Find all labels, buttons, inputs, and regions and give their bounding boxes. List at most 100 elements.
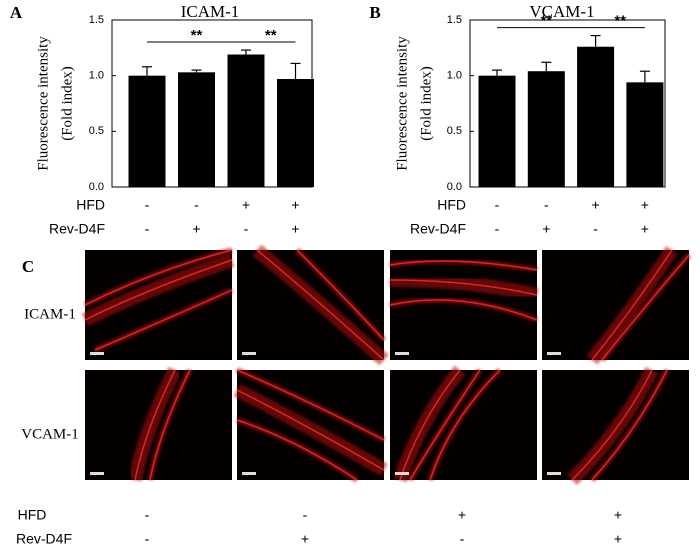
vessel-edge: [256, 249, 385, 361]
vessel-edge: [134, 369, 176, 481]
y-tick-label: 1.0: [447, 70, 462, 82]
vessel-edge: [94, 289, 233, 351]
treatment-sign: -: [544, 197, 549, 213]
bar: [527, 71, 565, 187]
treatment-sign: +: [614, 507, 622, 523]
y-tick-label: 1.0: [89, 70, 104, 82]
treatment-sign: -: [145, 197, 150, 213]
treatment-sign: -: [145, 531, 150, 547]
bar: [277, 79, 314, 187]
treatment-sign: -: [593, 221, 598, 237]
treatment-sign: +: [592, 197, 600, 213]
y-axis-label: Fluorescence intensity: [394, 36, 410, 171]
plot-frame: [469, 19, 666, 188]
scale-bar: [90, 472, 104, 475]
treatment-sign: -: [194, 197, 199, 213]
row-label: ICAM-1: [24, 306, 76, 322]
treatment-sign: -: [145, 507, 150, 523]
micrograph: [542, 246, 692, 365]
y-tick-label: 1.5: [89, 14, 104, 26]
treatment-sign: +: [291, 221, 299, 237]
scale-bar: [395, 352, 409, 355]
scale-bar: [395, 472, 409, 475]
vessel-edge: [296, 249, 385, 341]
scale-bar: [242, 472, 256, 475]
treatment-sign: +: [542, 221, 550, 237]
significance-label: **: [191, 27, 203, 44]
vessel-edge: [149, 369, 191, 481]
y-axis-label: (Fold index): [418, 66, 434, 141]
vessel-edge: [591, 249, 673, 361]
treatment-sign: -: [495, 221, 500, 237]
micrograph: [85, 366, 232, 482]
treatment-sign: -: [303, 507, 308, 523]
y-tick-label: 0.0: [447, 181, 462, 193]
scale-bar: [547, 472, 561, 475]
treatment-sign: +: [641, 221, 649, 237]
treatment-sign: +: [242, 197, 250, 213]
bar: [128, 75, 166, 187]
micrograph-background: [390, 370, 537, 480]
vessel-edge: [409, 369, 481, 481]
bar: [478, 75, 516, 187]
vessel-edge: [84, 249, 233, 306]
treatment-sign: +: [614, 531, 622, 547]
treatment-name: Rev-D4F: [49, 221, 105, 237]
plot-frame: [111, 19, 313, 188]
bar: [178, 72, 215, 187]
vessel-edge: [84, 259, 233, 321]
row-label: VCAM-1: [21, 426, 79, 442]
panel-label: B: [369, 3, 380, 22]
treatment-sign: -: [495, 197, 500, 213]
micrograph: [233, 367, 388, 483]
treatment-name: HFD: [76, 197, 105, 213]
vessel-edge: [236, 419, 358, 481]
treatment-sign: -: [244, 221, 249, 237]
y-tick-label: 0.5: [89, 125, 104, 137]
vessel-edge: [571, 369, 653, 481]
panel-label: A: [10, 3, 23, 22]
micrograph: [237, 244, 389, 366]
vessel-edge: [591, 369, 668, 481]
panel-label: C: [22, 257, 34, 276]
micrograph: [390, 365, 537, 483]
scale-bar: [90, 352, 104, 355]
bar: [227, 54, 265, 187]
chart-title: ICAM-1: [181, 2, 240, 21]
y-axis-label: (Fold index): [59, 66, 75, 141]
y-tick-label: 1.5: [447, 14, 462, 26]
treatment-sign: +: [458, 507, 466, 523]
treatment-sign: +: [192, 221, 200, 237]
significance-label: **: [265, 27, 277, 44]
treatment-name: HFD: [437, 197, 466, 213]
significance-label: **: [614, 13, 626, 30]
vessel-edge: [236, 389, 385, 471]
vessel-edge: [601, 254, 690, 361]
treatment-sign: -: [145, 221, 150, 237]
scale-bar: [547, 352, 561, 355]
y-axis-label: Fluorescence intensity: [35, 36, 51, 171]
treatment-sign: +: [301, 531, 309, 547]
vessel-edge: [399, 369, 461, 481]
y-tick-label: 0.0: [89, 181, 104, 193]
treatment-sign: +: [641, 197, 649, 213]
vessel-edge: [389, 260, 538, 271]
scale-bar: [242, 352, 256, 355]
micrograph: [81, 247, 235, 360]
y-tick-label: 0.5: [447, 125, 462, 137]
treatment-name: Rev-D4F: [16, 531, 72, 547]
treatment-name: Rev-D4F: [410, 221, 466, 237]
bar: [626, 82, 664, 187]
vessel-edge: [389, 279, 538, 296]
micrograph: [389, 250, 539, 360]
treatment-name: HFD: [18, 507, 47, 523]
significance-label: **: [540, 13, 552, 30]
micrograph: [542, 366, 689, 485]
treatment-sign: +: [291, 197, 299, 213]
bar: [577, 46, 615, 187]
vessel-edge: [389, 299, 538, 321]
micrograph-background: [85, 370, 232, 480]
treatment-sign: -: [460, 531, 465, 547]
chart-title: VCAM-1: [529, 2, 594, 21]
